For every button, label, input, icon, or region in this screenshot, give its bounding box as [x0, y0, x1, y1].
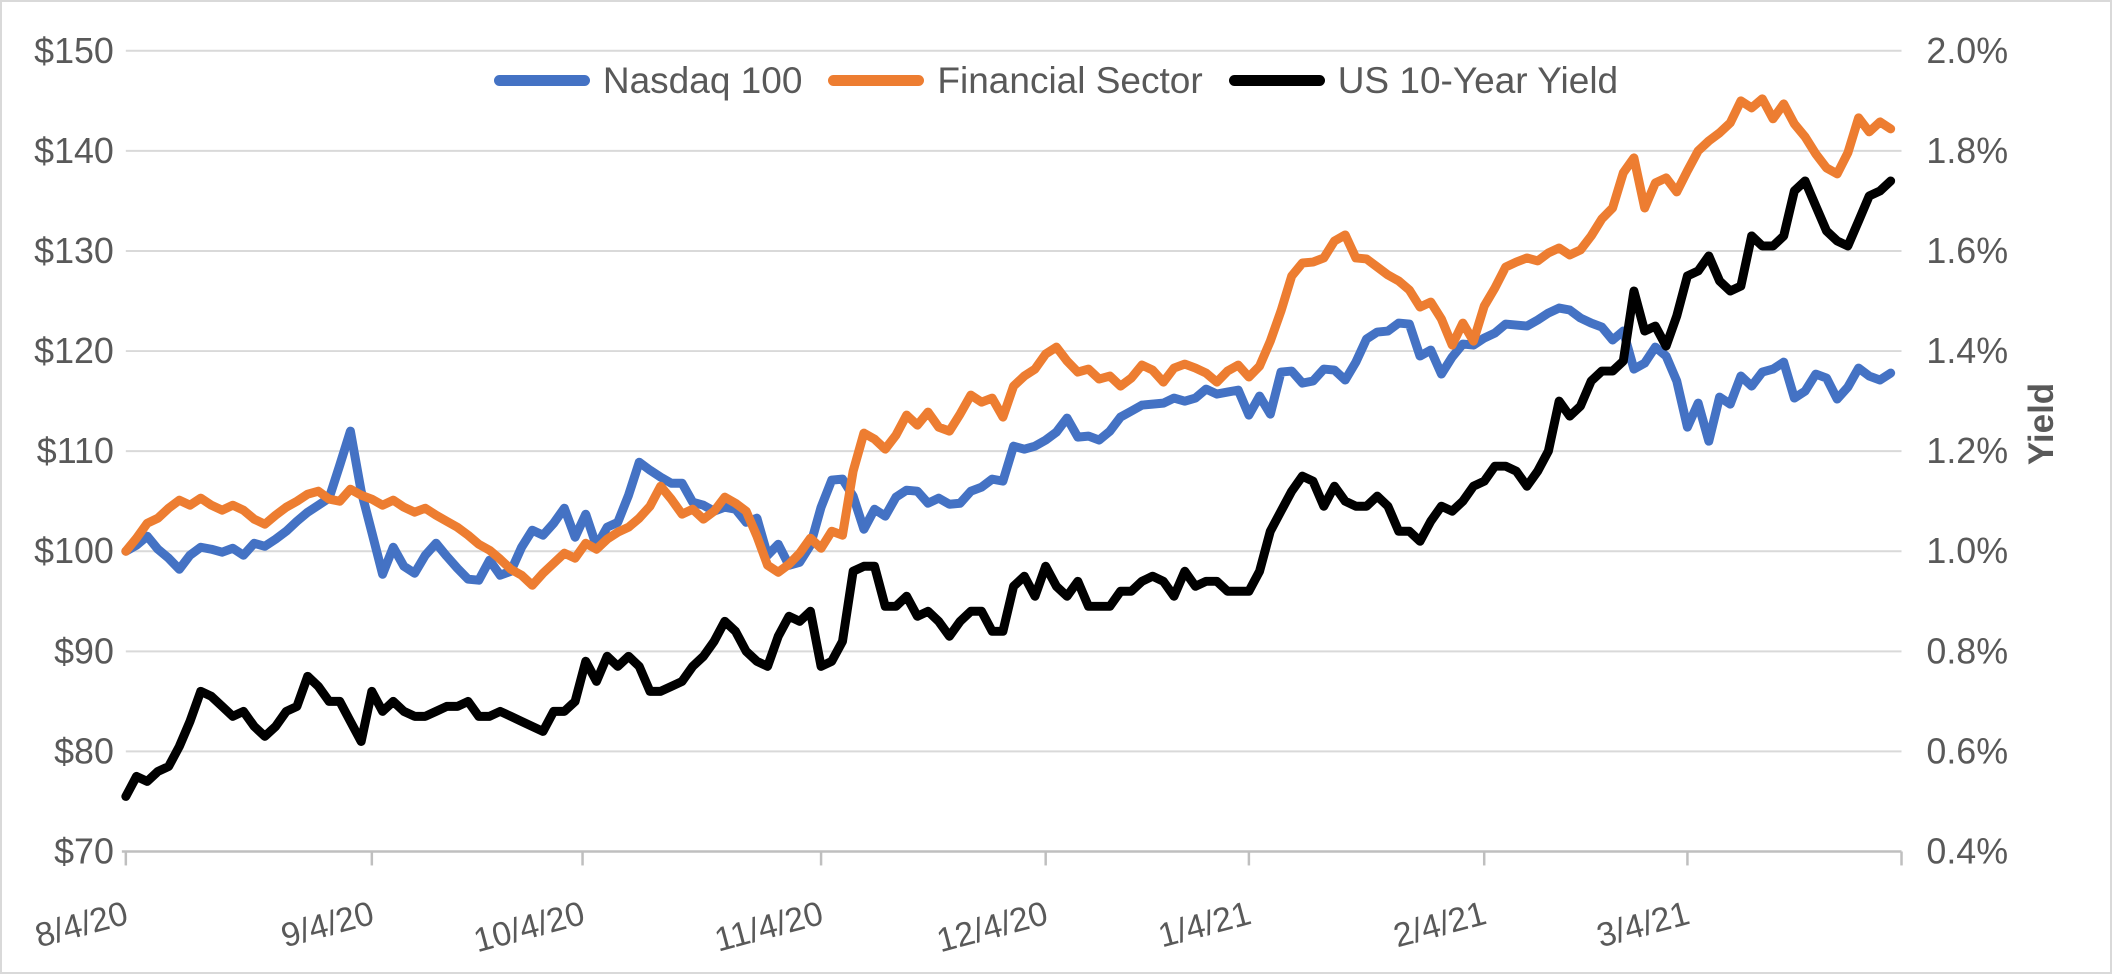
right-axis-label-8: 0.4%	[1926, 831, 2008, 871]
left-axis-label-1: $140	[34, 131, 114, 171]
x-axis-label-5: 1/4/21	[1154, 894, 1255, 955]
left-axis-label-8: $70	[54, 831, 114, 871]
right-axis-label-6: 0.8%	[1926, 631, 2008, 671]
series-line-financial-sector	[121, 94, 1896, 590]
right-axis-label-0: 2.0%	[1926, 31, 2008, 71]
x-axis-label-0: 8/4/20	[31, 894, 132, 955]
left-axis-label-5: $100	[34, 531, 114, 571]
left-axis-label-3: $120	[34, 331, 114, 371]
x-axis-label-6: 2/4/21	[1390, 894, 1491, 955]
left-axis-label-0: $150	[34, 31, 114, 71]
left-axis-label-4: $110	[37, 431, 114, 471]
right-axis-label-2: 1.6%	[1926, 231, 2008, 271]
left-axis-label-6: $90	[54, 631, 114, 671]
right-axis-label-3: 1.4%	[1926, 331, 2008, 371]
left-axis-label-7: $80	[54, 731, 114, 771]
right-axis-label-1: 1.8%	[1926, 131, 2008, 171]
right-axis-title: Yield	[2022, 382, 2061, 466]
x-axis-label-2: 10/4/20	[470, 894, 589, 960]
left-axis-label-2: $130	[34, 231, 114, 271]
x-axis-label-4: 12/4/20	[933, 894, 1052, 960]
right-axis-label-5: 1.0%	[1926, 531, 2008, 571]
right-axis-label-7: 0.6%	[1926, 731, 2008, 771]
x-axis-label-7: 3/4/21	[1593, 894, 1694, 955]
x-axis-label-3: 11/4/20	[711, 894, 828, 959]
series-line-us-10-year-yield	[121, 176, 1896, 801]
series-line-nasdaq-100	[121, 303, 1896, 585]
x-axis-label-1: 9/4/20	[277, 894, 378, 955]
right-axis-label-4: 1.2%	[1926, 431, 2008, 471]
